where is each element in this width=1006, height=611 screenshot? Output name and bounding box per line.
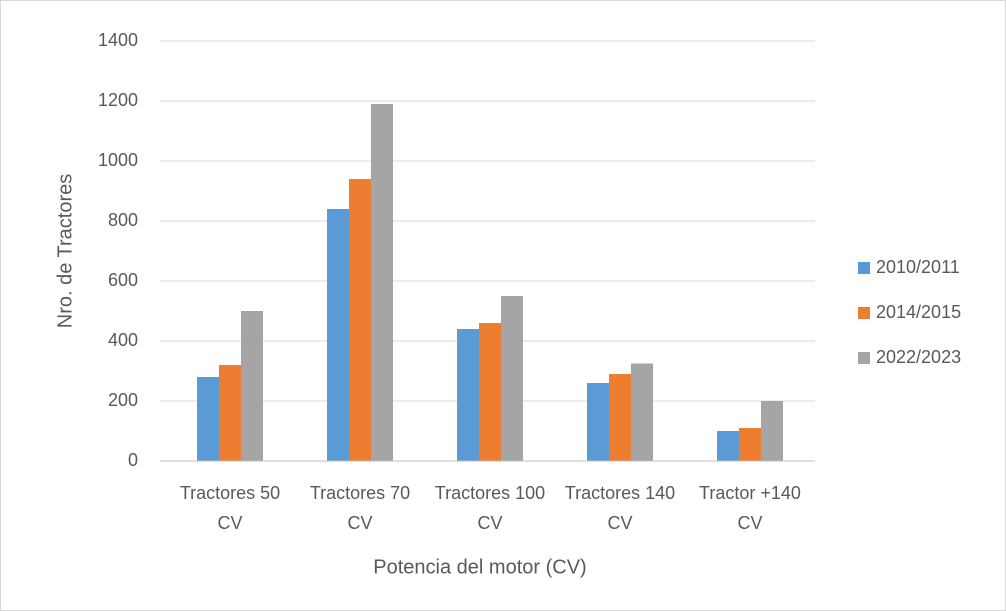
- y-tick-label: 200: [108, 390, 138, 410]
- bar: [609, 374, 631, 461]
- x-tick-label: Tractores 50 CV: [180, 483, 280, 533]
- x-tick-label: Tractores 100 CV: [435, 483, 545, 533]
- bar: [457, 329, 479, 461]
- y-tick-label: 800: [108, 210, 138, 230]
- bar: [501, 296, 523, 461]
- legend-label: 2010/2011: [876, 257, 960, 277]
- bar: [479, 323, 501, 461]
- y-tick-label: 400: [108, 330, 138, 350]
- y-tick-label: 1400: [98, 30, 138, 50]
- y-tick-label: 1000: [98, 150, 138, 170]
- legend-swatch: [858, 262, 870, 274]
- x-tick-label: Tractores 140 CV: [565, 483, 675, 533]
- bar: [717, 431, 739, 461]
- bar: [349, 179, 371, 461]
- bar: [371, 104, 393, 461]
- legend-label: 2022/2023: [876, 347, 961, 367]
- y-tick-label: 1200: [98, 90, 138, 110]
- legend-label: 2014/2015: [876, 302, 961, 322]
- bar: [739, 428, 761, 461]
- legend-swatch: [858, 352, 870, 364]
- bar: [327, 209, 349, 461]
- y-tick-label: 600: [108, 270, 138, 290]
- x-tick-label: Tractores 70 CV: [310, 483, 410, 533]
- bar: [587, 383, 609, 461]
- y-tick-label: 0: [128, 450, 138, 470]
- bar: [197, 377, 219, 461]
- bar: [761, 401, 783, 461]
- y-axis-title: Nro. de Tractores: [54, 174, 76, 329]
- x-tick-label: Tractor +140 CV: [699, 483, 801, 533]
- legend-swatch: [858, 307, 870, 319]
- x-axis-title: Potencia del motor (CV): [373, 556, 586, 578]
- bar: [219, 365, 241, 461]
- bar: [241, 311, 263, 461]
- bar: [631, 363, 653, 461]
